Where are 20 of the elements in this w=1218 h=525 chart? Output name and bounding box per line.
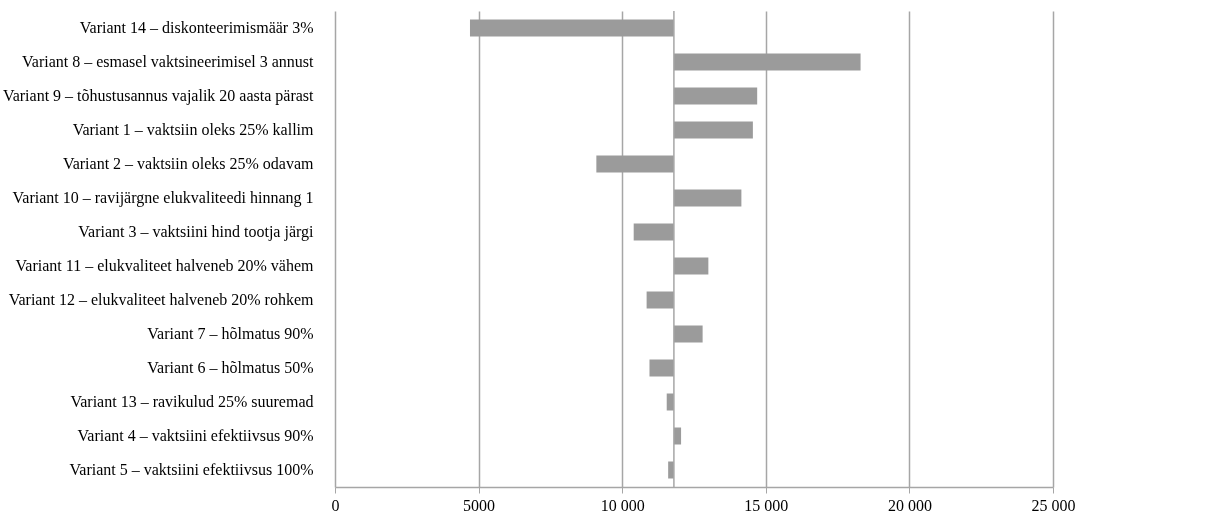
x-tick-label: 5000 <box>463 496 496 514</box>
y-tick-label: Variant 8 – esmasel vaktsineerimisel 3 annust <box>22 53 315 70</box>
y-tick-label: Variant 5 – vaktsiini efektiivsus 100% <box>69 461 314 478</box>
y-tick-label: Variant 3 – vaktsiini hind tootja järgi <box>78 223 315 241</box>
y-tick-label: Variant 1 – vaktsiin oleks 25% kallim <box>72 121 315 138</box>
x-tick-label: 0 <box>331 496 340 514</box>
y-tick-label: Variant 11 – elukvaliteet halveneb 20% vähem <box>15 257 315 274</box>
y-tick-label: Variant 10 – ravijärgne elukvaliteedi hinnang 1 <box>12 189 314 207</box>
y-tick-label: Variant 13 – ravikulud 25% suuremad <box>70 393 314 410</box>
y-tick-label: Variant 6 – hõlmatus 50% <box>147 359 314 376</box>
y-tick-label: Variant 14 – diskonteerimismäär 3% <box>79 19 314 36</box>
y-tick-label: Variant 9 – tõhustusannus vajalik 20 aasta pärast <box>2 87 315 105</box>
y-tick-label: Variant 12 – elukvaliteet halveneb 20% rohkem <box>8 291 315 308</box>
x-tick-label: 10 000 <box>600 496 645 514</box>
y-tick-label: Variant 2 – vaktsiin oleks 25% odavam <box>62 155 315 172</box>
x-tick-label: 25 000 <box>1031 496 1076 514</box>
x-tick-label: 15 000 <box>744 496 789 514</box>
x-tick-label: 20 000 <box>887 496 932 514</box>
y-tick-label: Variant 7 – hõlmatus 90% <box>147 325 314 342</box>
y-tick-label: Variant 4 – vaktsiini efektiivsus 90% <box>77 427 314 444</box>
